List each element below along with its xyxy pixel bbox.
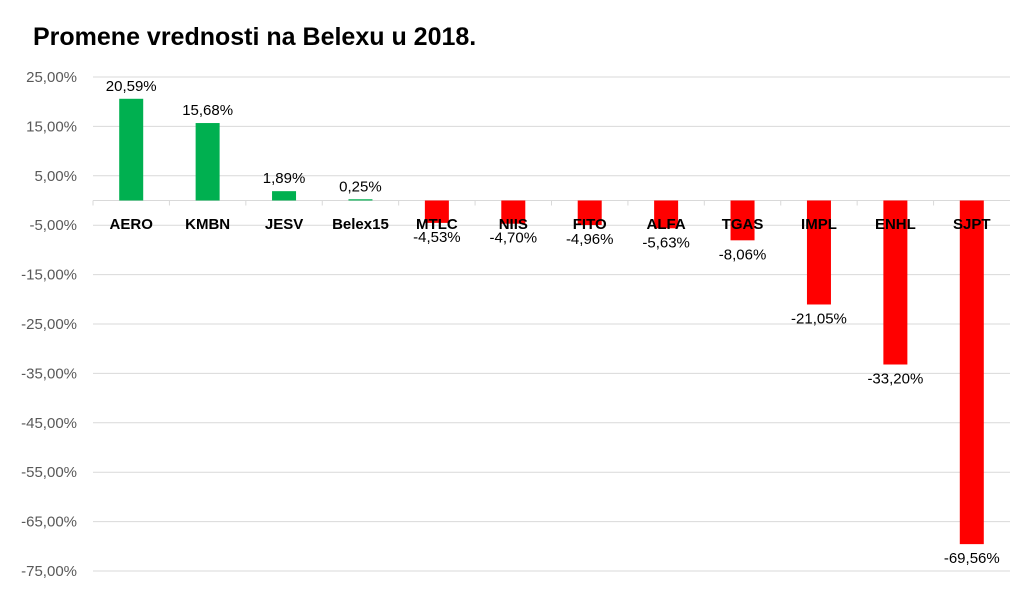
category-label: ENHL — [875, 216, 916, 233]
category-label: ALFA — [647, 216, 686, 233]
bar-impl — [806, 200, 831, 305]
y-tick-label: -25,00% — [21, 316, 77, 333]
data-label: -4,70% — [490, 230, 538, 247]
y-tick-label: 25,00% — [26, 69, 77, 86]
y-tick-label: -45,00% — [21, 415, 77, 432]
bar-enhl — [883, 200, 908, 365]
bar-aero — [119, 98, 144, 201]
data-label: -33,20% — [867, 371, 923, 388]
category-label: FITO — [573, 216, 607, 233]
category-label: MTLC — [416, 216, 458, 233]
bar-sjpt — [959, 200, 984, 545]
gridlines — [92, 76, 1010, 572]
data-label: -4,53% — [413, 229, 461, 246]
bar-mtlc — [424, 200, 449, 223]
y-tick-label: -15,00% — [21, 267, 77, 284]
bar-fito — [577, 200, 602, 226]
data-label: -69,56% — [944, 550, 1000, 567]
bars — [119, 98, 984, 545]
y-tick-label: -5,00% — [29, 217, 77, 234]
bar-jesv — [272, 191, 297, 201]
data-label: 0,25% — [339, 178, 382, 195]
data-label: 20,59% — [106, 78, 157, 95]
bar-belex15 — [348, 199, 373, 201]
data-label: 1,89% — [263, 170, 306, 187]
data-label: -5,63% — [642, 234, 690, 251]
category-label: SJPT — [953, 216, 991, 233]
y-tick-label: -65,00% — [21, 514, 77, 531]
y-tick-label: 5,00% — [34, 168, 77, 185]
category-label: NIIS — [499, 216, 528, 233]
category-label: AERO — [110, 216, 154, 233]
data-labels: 20,59% 15,68% 1,89% 0,25% -4,53% -4,70% -4,96%… — [106, 78, 1000, 567]
y-tick-label: -35,00% — [21, 365, 77, 382]
bar-niis — [501, 200, 526, 224]
category-label: TGAS — [722, 216, 764, 233]
category-label: JESV — [265, 216, 303, 233]
category-labels: AERO KMBN JESV Belex15 MTLC NIIS FITO ALFA TGAS I… — [110, 216, 991, 233]
chart-title: Promene vrednosti na Belexu u 2018. — [33, 23, 476, 51]
data-label: -8,06% — [719, 246, 767, 263]
data-label: 15,68% — [182, 102, 233, 119]
bar-kmbn — [195, 123, 220, 201]
y-tick-label: 15,00% — [26, 118, 77, 135]
bar-alfa — [654, 200, 679, 229]
category-label: IMPL — [801, 216, 837, 233]
category-label: KMBN — [185, 216, 230, 233]
data-label: -21,05% — [791, 310, 847, 327]
bar-tgas — [730, 200, 755, 241]
y-tick-label: -55,00% — [21, 464, 77, 481]
y-axis-ticks: 25,00% 15,00% 5,00% -5,00% -15,00% -25,00% -35… — [21, 69, 77, 580]
data-label: -4,96% — [566, 231, 614, 248]
y-tick-label: -75,00% — [21, 563, 77, 580]
category-label: Belex15 — [332, 216, 389, 233]
